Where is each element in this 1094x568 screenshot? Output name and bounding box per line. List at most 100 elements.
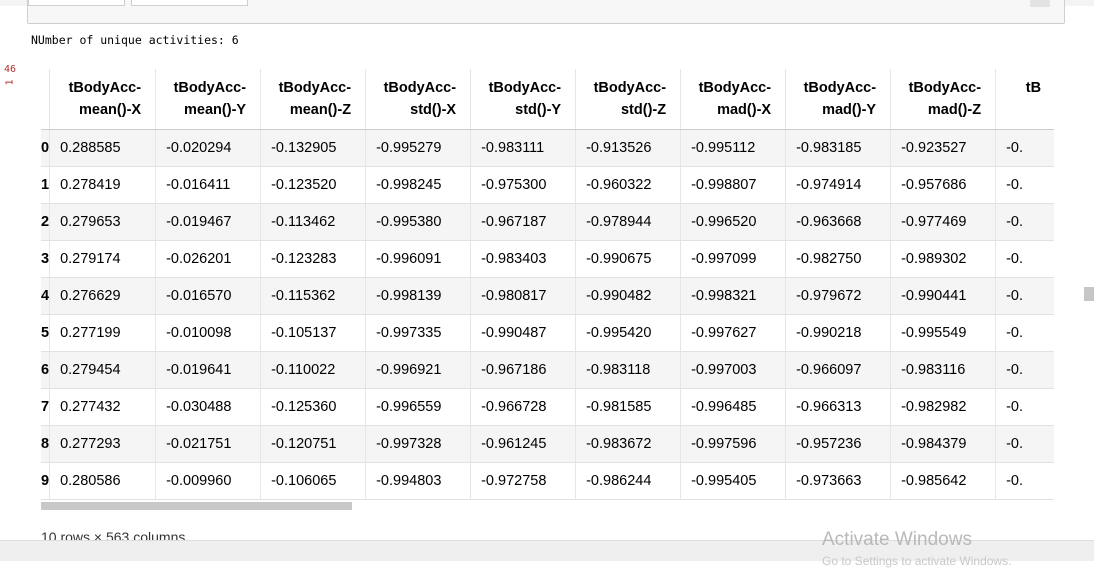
table-row: 3 0.279174 -0.026201 -0.123283 -0.996091 -0.9…: [41, 240, 1054, 278]
table-cell: -0.019467: [155, 203, 262, 241]
horizontal-scrollbar-thumb[interactable]: [41, 502, 352, 510]
table-cell: 0.288585: [49, 129, 157, 167]
table-cell: -0.997003: [680, 351, 787, 389]
column-header-line: std()-Y: [515, 102, 562, 118]
table-row: 8 0.277293 -0.021751 -0.120751 -0.997328 -0.9…: [41, 425, 1054, 463]
row-index: 3: [41, 240, 51, 278]
table-cell: -0.016570: [155, 277, 262, 315]
column-header: tBodyAcc-mad()-Z: [890, 69, 997, 130]
row-index: 0: [41, 129, 51, 167]
index-header: [41, 69, 51, 130]
column-header: tBodyAcc-std()-Z: [575, 69, 682, 130]
column-header-line: tBodyAcc-: [278, 80, 352, 96]
table-cell: -0.973663: [785, 462, 892, 500]
column-header: tBodyAcc-mad()-Y: [785, 69, 892, 130]
table-cell: -0.: [995, 388, 1054, 426]
column-header-line: tBodyAcc-: [593, 80, 667, 96]
column-header-line: [996, 99, 1041, 121]
table-cell: -0.: [995, 462, 1054, 500]
table-cell: -0.997335: [365, 314, 472, 352]
table-cell: -0.967186: [470, 351, 577, 389]
table-body: 0 0.288585 -0.020294 -0.132905 -0.995279 -0.9…: [41, 129, 1054, 500]
vertical-scrollbar-thumb[interactable]: [1084, 287, 1094, 301]
table-row: 9 0.280586 -0.009960 -0.106065 -0.994803 -0.9…: [41, 462, 1054, 500]
table-cell: -0.110022: [260, 351, 367, 389]
horizontal-scrollbar[interactable]: [41, 502, 1054, 510]
table-cell: -0.030488: [155, 388, 262, 426]
table-cell: -0.: [995, 166, 1054, 204]
row-index: 6: [41, 351, 51, 389]
column-header: tB: [995, 69, 1054, 130]
table-cell: -0.966097: [785, 351, 892, 389]
column-header: tBodyAcc-mad()-X: [680, 69, 787, 130]
table-cell: 0.276629: [49, 277, 157, 315]
table-cell: -0.983672: [575, 425, 682, 463]
table-cell: -0.990482: [575, 277, 682, 315]
table-cell: -0.: [995, 425, 1054, 463]
previous-cell-box[interactable]: [27, 0, 1065, 24]
toolbar-tab-stub[interactable]: [28, 0, 125, 6]
column-header-line: tB: [1025, 80, 1042, 96]
table-cell: -0.120751: [260, 425, 367, 463]
activate-windows-title: Activate Windows: [822, 529, 972, 550]
dataframe-output: tBodyAcc-mean()-X tBodyAcc-mean()-Y tBodyA…: [41, 69, 1054, 503]
table-cell: -0.995279: [365, 129, 472, 167]
table-row: 7 0.277432 -0.030488 -0.125360 -0.996559 -0.9…: [41, 388, 1054, 426]
activate-windows-subtitle: Go to Settings to activate Windows.: [822, 554, 1012, 568]
table-cell: -0.957236: [785, 425, 892, 463]
row-index: 9: [41, 462, 51, 500]
cell-collapse-button[interactable]: [1030, 0, 1050, 7]
table-cell: -0.990487: [470, 314, 577, 352]
table-cell: -0.995549: [890, 314, 997, 352]
table-cell: 0.279454: [49, 351, 157, 389]
table-cell: -0.974914: [785, 166, 892, 204]
table-cell: -0.960322: [575, 166, 682, 204]
table-cell: -0.: [995, 240, 1054, 278]
table-cell: -0.123520: [260, 166, 367, 204]
table-cell: -0.: [995, 314, 1054, 352]
table-cell: -0.972758: [470, 462, 577, 500]
bottom-bar: [0, 540, 1094, 561]
column-header-line: mean()-Y: [184, 102, 247, 118]
table-cell: -0.983403: [470, 240, 577, 278]
table-cell: -0.996485: [680, 388, 787, 426]
table-cell: 0.277293: [49, 425, 157, 463]
table-cell: -0.: [995, 203, 1054, 241]
table-cell: -0.997596: [680, 425, 787, 463]
table-cell: -0.997328: [365, 425, 472, 463]
column-header-line: mean()-Z: [289, 102, 352, 118]
table-cell: -0.997627: [680, 314, 787, 352]
table-cell: -0.106065: [260, 462, 367, 500]
row-index: 2: [41, 203, 51, 241]
table-cell: -0.990218: [785, 314, 892, 352]
table-row: 5 0.277199 -0.010098 -0.105137 -0.997335 -0.9…: [41, 314, 1054, 352]
table-cell: -0.105137: [260, 314, 367, 352]
table-cell: -0.994803: [365, 462, 472, 500]
column-header-line: std()-Z: [620, 102, 667, 118]
table-cell: -0.995380: [365, 203, 472, 241]
table-cell: 0.279174: [49, 240, 157, 278]
table-cell: -0.961245: [470, 425, 577, 463]
table-cell: -0.998807: [680, 166, 787, 204]
table-cell: -0.980817: [470, 277, 577, 315]
column-header: tBodyAcc-mean()-Z: [260, 69, 367, 130]
dataframe-table: tBodyAcc-mean()-X tBodyAcc-mean()-Y tBodyA…: [41, 69, 1054, 500]
table-row: 0 0.288585 -0.020294 -0.132905 -0.995279 -0.9…: [41, 129, 1054, 167]
table-header-row: tBodyAcc-mean()-X tBodyAcc-mean()-Y tBodyA…: [41, 69, 1054, 130]
table-cell: 0.279653: [49, 203, 157, 241]
table-cell: -0.019641: [155, 351, 262, 389]
unique-activities-output: NUmber of unique activities: 6: [31, 33, 239, 47]
table-cell: -0.998139: [365, 277, 472, 315]
toolbar-tab-stub[interactable]: [131, 0, 248, 6]
table-cell: -0.966728: [470, 388, 577, 426]
table-cell: -0.913526: [575, 129, 682, 167]
table-cell: -0.967187: [470, 203, 577, 241]
row-index: 5: [41, 314, 51, 352]
table-row: 4 0.276629 -0.016570 -0.115362 -0.998139 -0.9…: [41, 277, 1054, 315]
table-cell: -0.982750: [785, 240, 892, 278]
cell-prompt: 46 1: [0, 64, 20, 88]
cell-prompt-number: 46: [3, 64, 17, 75]
table-cell: -0.982982: [890, 388, 997, 426]
table-cell: -0.998321: [680, 277, 787, 315]
column-header-line: tBodyAcc-: [908, 80, 982, 96]
